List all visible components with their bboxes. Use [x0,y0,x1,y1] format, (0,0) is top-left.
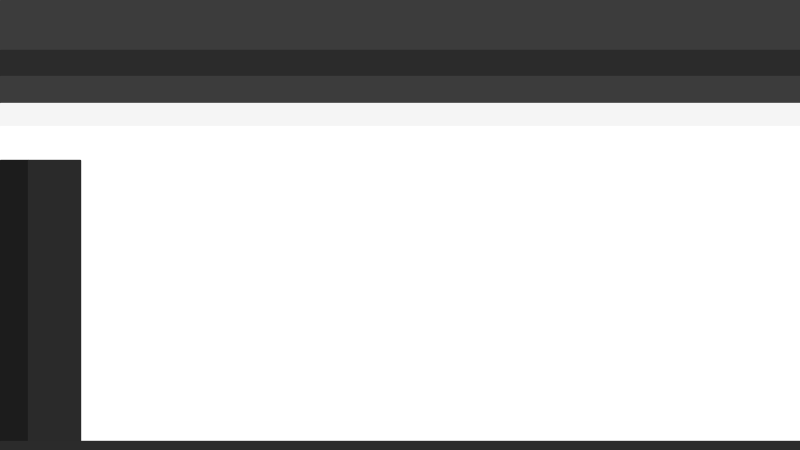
Text: 21: 21 [254,284,269,297]
Text: How does the spread compare between the two dot plots? (11 pts.): How does the spread compare between the … [94,340,545,353]
Text: 24: 24 [686,284,701,297]
Text: Plot A: Plot A [317,301,358,313]
Text: 24: 24 [401,284,416,297]
Text: 22: 22 [587,284,602,297]
Text: 2.: 2. [94,168,109,183]
Text: 21: 21 [538,284,553,297]
Text: How do the medians compare between the two dot plots? (11 pts.): How do the medians compare between the t… [94,379,542,392]
Text: Describe the distribution of the data on each dot plot. (11 pts.): Describe the distribution of the data on… [94,418,515,432]
Text: 23: 23 [637,284,651,297]
Text: 23: 23 [352,284,367,297]
Text: 22: 22 [303,284,318,297]
Text: Compare the dot plots by answering the following questions.: Compare the dot plots by answering the f… [130,168,655,183]
Text: Plot B: Plot B [601,301,642,313]
